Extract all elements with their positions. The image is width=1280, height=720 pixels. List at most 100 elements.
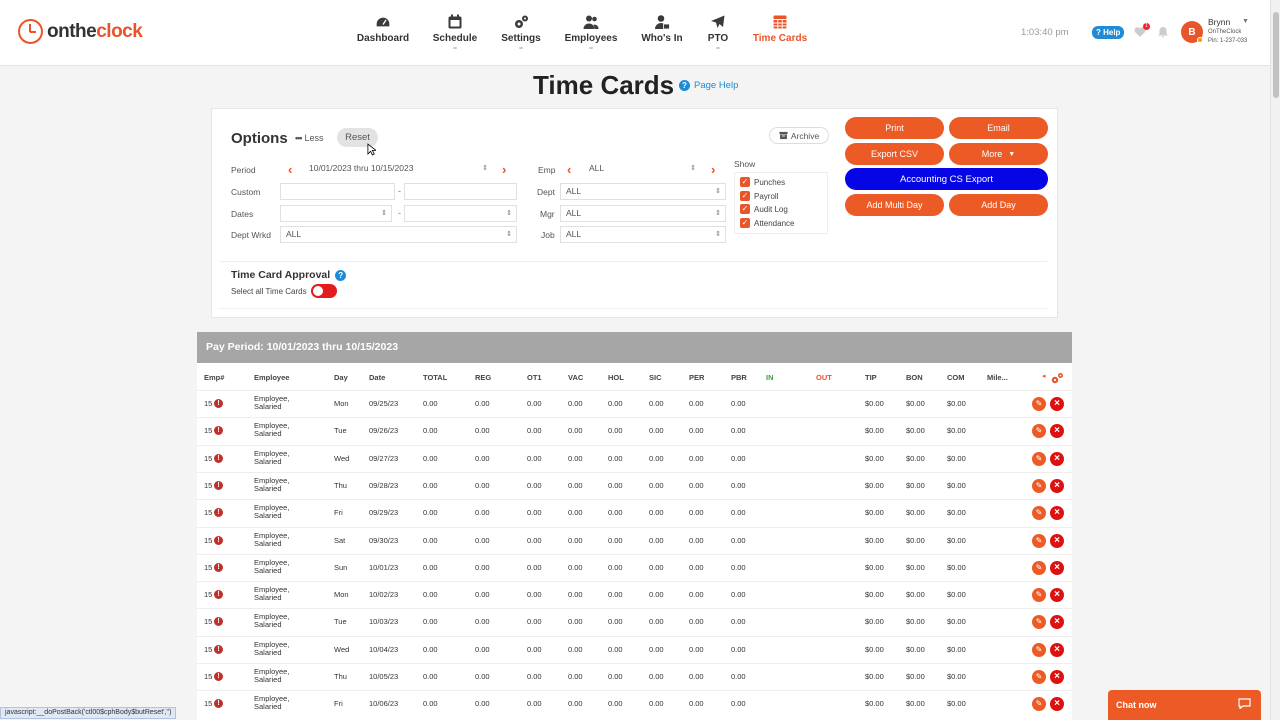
emp-select[interactable]: ALL ⇕ [584,161,700,178]
warning-icon[interactable]: ! [214,645,223,654]
edit-pencil-icon[interactable]: ✎ [1032,697,1046,711]
col-in[interactable]: IN [766,373,774,382]
warning-icon[interactable]: ! [214,454,223,463]
table-row[interactable] [197,417,1072,444]
employee-name-line1[interactable]: Employee, [254,503,290,512]
nav-whos-in[interactable]: Who's In [617,14,707,44]
dept-select[interactable]: ALL ⇕ [560,183,726,200]
less-button[interactable]: ••• Less [289,130,329,146]
employee-name-line1[interactable]: Employee, [254,531,290,540]
delete-x-icon[interactable]: × [1050,397,1064,411]
dates-start-select[interactable]: ⇕ [280,205,392,222]
arrow-left-icon[interactable]: ◂ [1042,373,1046,380]
delete-x-icon[interactable]: × [1050,506,1064,520]
employee-name-line2[interactable]: Salaried [254,648,282,657]
employee-name-line2[interactable]: Salaried [254,484,282,493]
archive-button[interactable]: Archive [769,127,829,144]
employee-name-line1[interactable]: Employee, [254,449,290,458]
edit-pencil-icon[interactable]: ✎ [1032,588,1046,602]
col-pbr[interactable]: PBR [731,373,747,382]
table-row[interactable] [197,527,1072,554]
employee-name-line2[interactable]: Salaried [254,620,282,629]
gears-icon[interactable] [1050,372,1064,384]
emp-next-chevron-icon[interactable]: › [711,162,716,177]
edit-pencil-icon[interactable]: ✎ [1032,643,1046,657]
delete-x-icon[interactable]: × [1050,643,1064,657]
table-row[interactable] [197,390,1072,417]
emp-prev-chevron-icon[interactable]: ‹ [567,162,572,177]
punches-checkbox[interactable]: ✓ [740,177,750,187]
employee-name-line1[interactable]: Employee, [254,640,290,649]
page-help-link[interactable]: ? Page Help [679,80,738,91]
table-row[interactable] [197,608,1072,635]
edit-pencil-icon[interactable]: ✎ [1032,452,1046,466]
bell-icon[interactable] [1157,26,1169,38]
edit-pencil-icon[interactable]: ✎ [1032,561,1046,575]
nav-time-cards[interactable]: Time Cards [735,14,825,44]
employee-name-line2[interactable]: Salaried [254,539,282,548]
help-question-icon[interactable]: ? [335,269,347,281]
table-row[interactable] [197,554,1072,581]
delete-x-icon[interactable]: × [1050,479,1064,493]
warning-icon[interactable]: ! [214,508,223,517]
scroll-thumb[interactable] [1273,12,1279,98]
page-scrollbar[interactable] [1270,0,1280,720]
col-vac[interactable]: VAC [568,373,584,382]
edit-pencil-icon[interactable]: ✎ [1032,534,1046,548]
edit-pencil-icon[interactable]: ✎ [1032,670,1046,684]
custom-end-input[interactable] [404,183,517,200]
table-row[interactable] [197,445,1072,472]
col-hol[interactable]: HOL [608,373,624,382]
col-bon[interactable]: BON [906,373,923,382]
reset-button[interactable]: Reset [337,128,378,147]
table-row[interactable] [197,499,1072,526]
col-sic[interactable]: SIC [649,373,662,382]
employee-name-line1[interactable]: Employee, [254,694,290,703]
employee-name-line1[interactable]: Employee, [254,476,290,485]
dept-wrkd-select[interactable]: ALL ⇕ [280,226,517,243]
col-tip[interactable]: TIP [865,373,877,382]
employee-name-line2[interactable]: Salaried [254,402,282,411]
delete-x-icon[interactable]: × [1050,424,1064,438]
period-next-chevron-icon[interactable]: › [502,162,507,177]
add-day-button[interactable]: Add Day [949,194,1048,216]
logo[interactable]: ontheclock [18,19,143,44]
delete-x-icon[interactable]: × [1050,615,1064,629]
attendance-checkbox[interactable]: ✓ [740,218,750,228]
employee-name-line2[interactable]: Salaried [254,429,282,438]
dates-end-select[interactable]: ⇕ [404,205,517,222]
col-employee[interactable]: Employee [254,373,290,382]
employee-name-line2[interactable]: Salaried [254,675,282,684]
help-button[interactable]: ? Help [1092,26,1125,39]
period-prev-chevron-icon[interactable]: ‹ [288,162,293,177]
caret-down-icon[interactable]: ▼ [1242,18,1249,25]
accounting-cs-export-button[interactable]: Accounting CS Export [845,168,1048,190]
col-day[interactable]: Day [334,373,348,382]
employee-name-line2[interactable]: Salaried [254,457,282,466]
warning-icon[interactable]: ! [214,563,223,572]
warning-icon[interactable]: ! [214,426,223,435]
employee-name-line1[interactable]: Employee, [254,585,290,594]
col-date[interactable]: Date [369,373,386,382]
audit-log-checkbox[interactable]: ✓ [740,204,750,214]
col-out[interactable]: OUT [816,373,832,382]
mgr-select[interactable]: ALL ⇕ [560,205,726,222]
nav-settings[interactable]: Settings [476,14,566,49]
delete-x-icon[interactable]: × [1050,588,1064,602]
edit-pencil-icon[interactable]: ✎ [1032,479,1046,493]
employee-name-line2[interactable]: Salaried [254,702,282,711]
edit-pencil-icon[interactable]: ✎ [1032,424,1046,438]
table-row[interactable] [197,472,1072,499]
col-emp-num[interactable]: Emp# [204,373,225,382]
warning-icon[interactable]: ! [214,672,223,681]
edit-pencil-icon[interactable]: ✎ [1032,397,1046,411]
employee-name-line2[interactable]: Salaried [254,566,282,575]
col-com[interactable]: COM [947,373,965,382]
table-row[interactable] [197,663,1072,690]
custom-start-input[interactable] [280,183,395,200]
table-row[interactable] [197,690,1072,717]
col-per[interactable]: PER [689,373,705,382]
col-ot1[interactable]: OT1 [527,373,542,382]
employee-name-line2[interactable]: Salaried [254,511,282,520]
heart-icon[interactable] [1134,26,1146,38]
